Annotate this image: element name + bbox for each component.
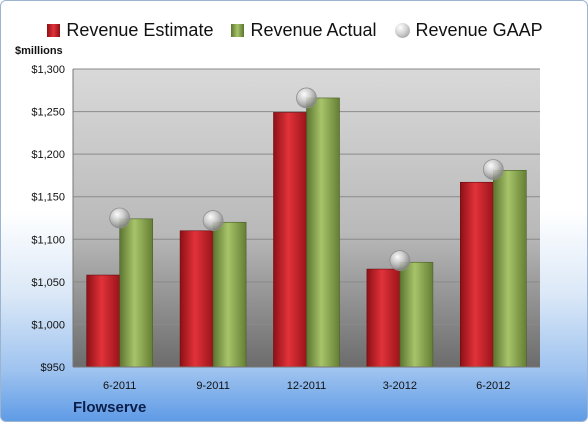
legend-item-actual: Revenue Actual — [231, 19, 377, 41]
marker-revenue-gaap — [109, 207, 131, 229]
legend-swatch-estimate — [47, 23, 61, 37]
bar-revenue-actual — [119, 218, 153, 368]
y-tick-label: $1,000 — [31, 319, 65, 331]
marker-revenue-gaap — [296, 87, 317, 109]
legend-label-gaap: Revenue GAAP — [415, 19, 543, 40]
bar-revenue-actual — [492, 170, 527, 368]
chart-legend: Revenue Estimate Revenue Actual Revenue … — [1, 15, 587, 45]
y-tick-label: $1,200 — [31, 149, 65, 161]
marker-revenue-gaap — [389, 250, 411, 271]
legend-item-estimate: Revenue Estimate — [47, 20, 213, 41]
x-tick-label: 6-2012 — [476, 380, 510, 392]
bar-revenue-estimate — [459, 181, 494, 368]
bar-revenue-actual — [306, 97, 340, 368]
legend-swatch-actual — [231, 23, 245, 37]
y-tick-label: $1,100 — [31, 234, 65, 246]
y-tick-label: $1,300 — [31, 64, 65, 76]
y-tick-label: $1,150 — [31, 192, 65, 204]
y-axis: $950 $1,000 $1,050 $1,100 $1,150 $1,200 $1,250… — [31, 64, 74, 374]
bar-revenue-actual — [212, 221, 247, 368]
gaap-markers — [109, 87, 504, 271]
bars — [86, 97, 527, 368]
bar-revenue-estimate — [179, 230, 214, 368]
y-tick-label: $1,050 — [31, 277, 65, 289]
x-tick-label: 12-2011 — [287, 380, 327, 392]
y-tick-label: $1,250 — [31, 107, 65, 119]
marker-revenue-gaap — [482, 159, 504, 180]
company-name: Flowserve — [73, 399, 147, 416]
marker-revenue-gaap — [202, 210, 224, 231]
x-tick-label: 3-2012 — [383, 380, 417, 392]
x-axis: 6-2011 9-2011 12-2011 3-2012 6-2012 — [73, 366, 540, 392]
y-axis-unit-label: $millions — [15, 45, 63, 57]
x-tick-label: 6-2011 — [103, 380, 136, 392]
bar-revenue-actual — [399, 261, 434, 368]
legend-label-estimate: Revenue Estimate — [66, 19, 214, 40]
legend-swatch-gaap — [394, 22, 410, 38]
legend-label-actual: Revenue Actual — [250, 19, 377, 40]
x-tick-label: 9-2011 — [196, 380, 229, 392]
legend-item-gaap: Revenue GAAP — [394, 19, 543, 41]
bar-revenue-estimate — [86, 274, 120, 368]
bar-revenue-estimate — [366, 268, 401, 368]
bar-revenue-estimate — [273, 112, 307, 368]
y-tick-label: $950 — [41, 362, 65, 374]
